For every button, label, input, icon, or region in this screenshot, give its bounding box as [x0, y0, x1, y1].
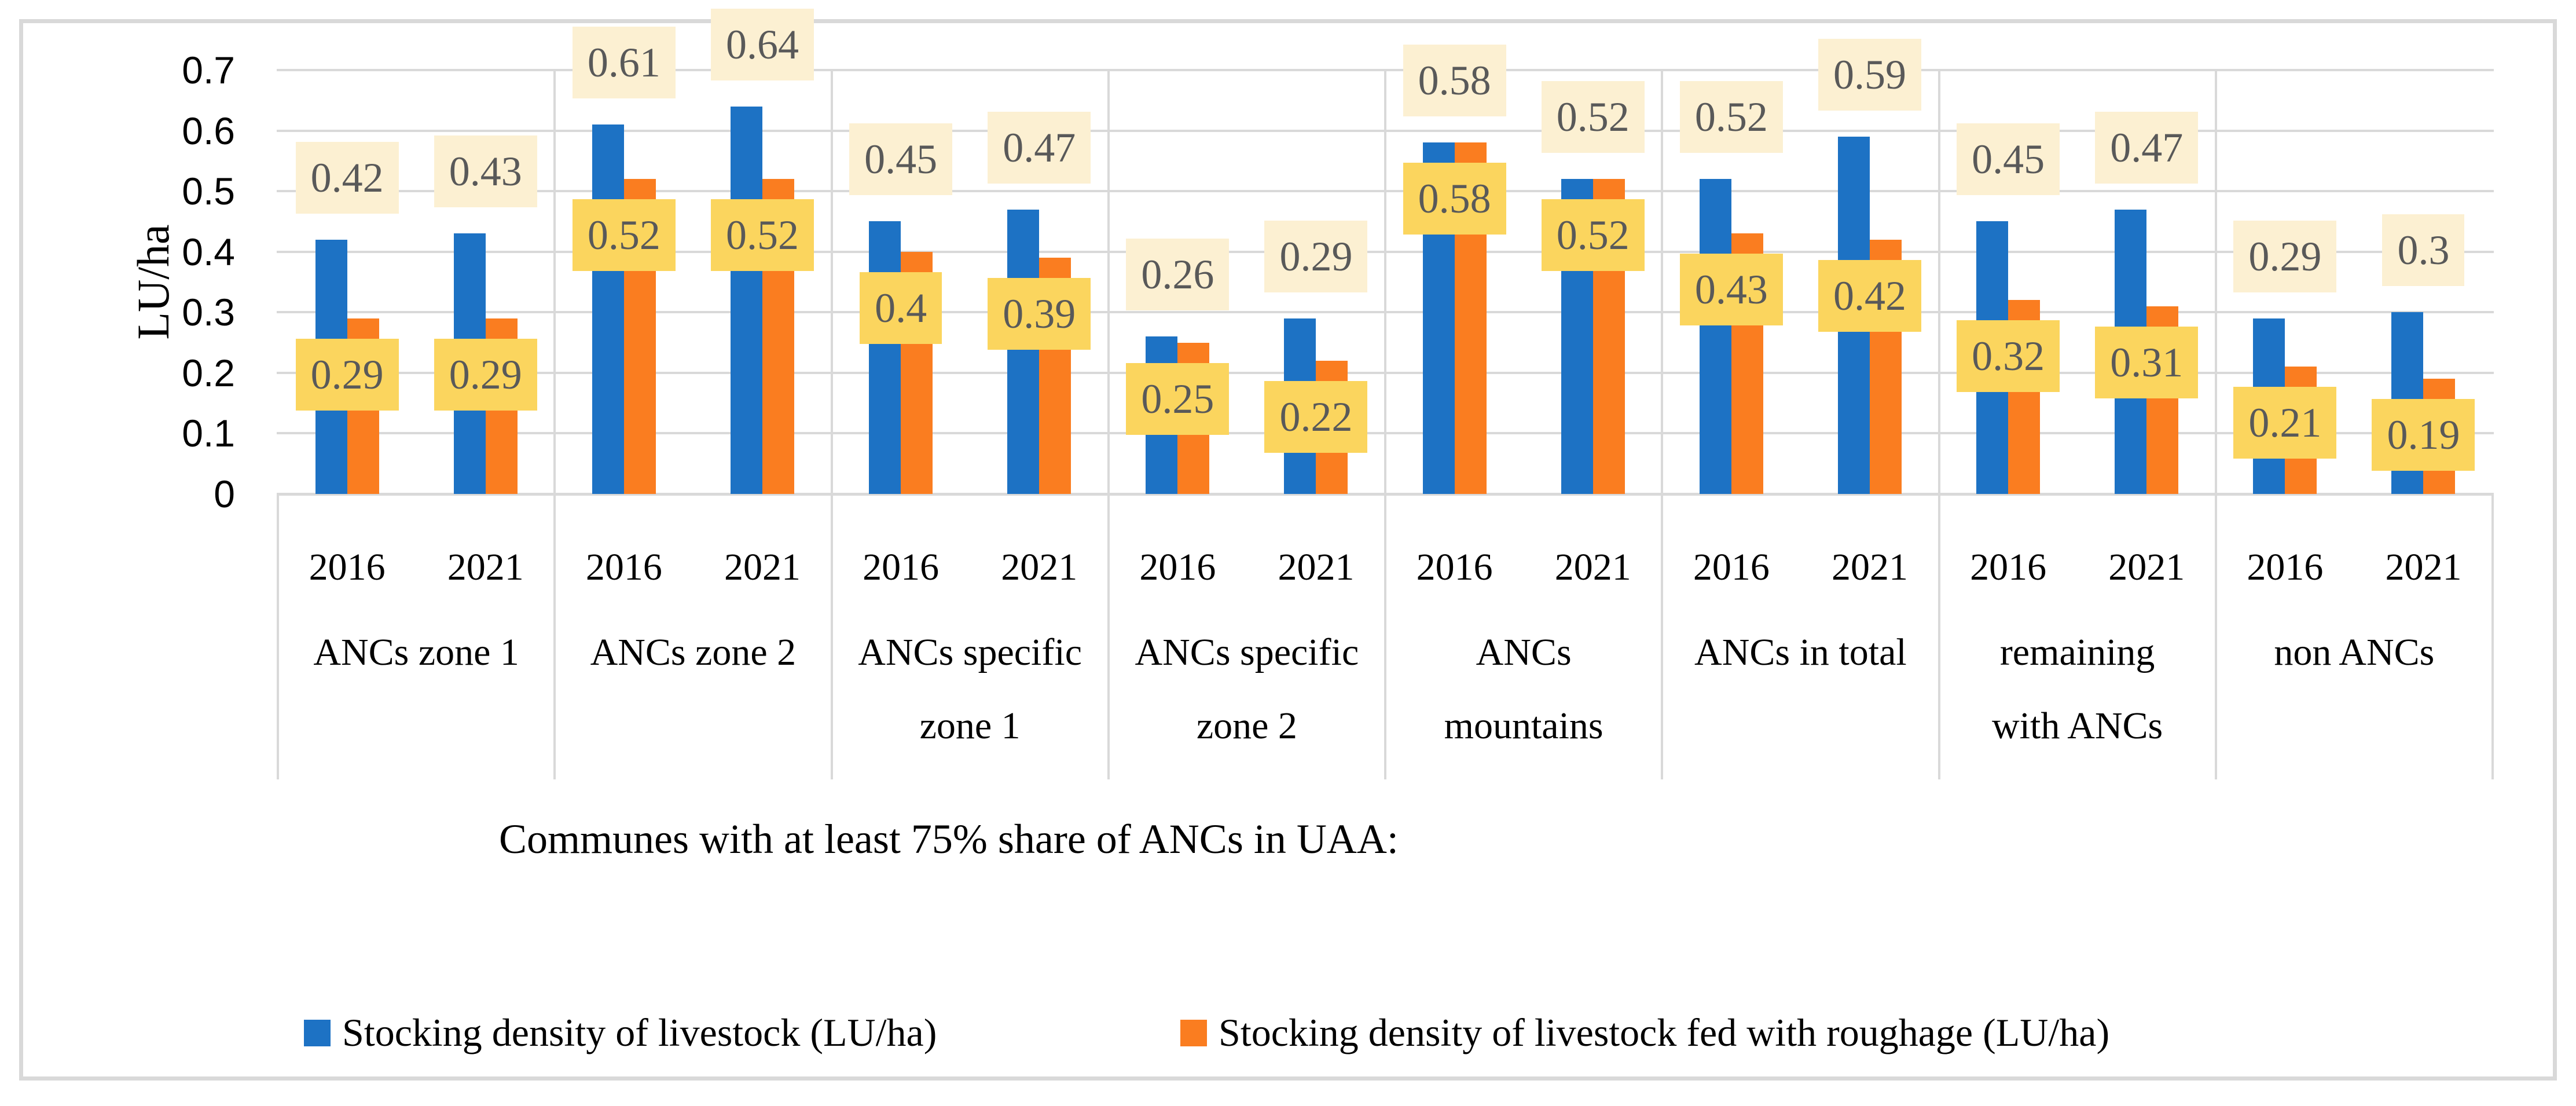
- group-separator-line: [1661, 70, 1664, 779]
- bar-stocking-density: [869, 221, 901, 494]
- data-label-roughage-density: 0.32: [1957, 320, 2060, 393]
- x-axis-group-label: ANCs specific zone 1: [832, 616, 1109, 763]
- x-axis-group-label-line: ANCs specific: [858, 631, 1082, 673]
- x-axis-group-label-line: mountains: [1444, 705, 1603, 747]
- x-axis-group-label-line: with ANCs: [1992, 705, 2163, 747]
- x-axis-year-label: 2016: [1139, 546, 1216, 588]
- group-separator-line: [1937, 70, 1940, 779]
- x-axis-group-label: ANCs zone 2: [555, 616, 831, 689]
- x-axis-group-label-line: ANCs specific: [1135, 631, 1359, 673]
- data-label-stocking-density: 0.45: [1957, 123, 2060, 196]
- x-axis-year-label: 2021: [1278, 546, 1355, 588]
- x-axis-group-label: ANCs specific zone 2: [1109, 616, 1385, 763]
- legend-swatch-icon: [304, 1019, 331, 1046]
- group-separator-line: [553, 70, 556, 779]
- legend-item: Stocking density of livestock fed with r…: [1180, 1010, 2109, 1056]
- x-axis-year-label: 2016: [1416, 546, 1493, 588]
- data-label-stocking-density: 0.43: [434, 135, 537, 208]
- y-axis-tick-label: 0.1: [182, 412, 235, 455]
- group-separator-line: [277, 494, 279, 779]
- x-axis-group-label: ANCs mountains: [1385, 616, 1662, 763]
- data-label-roughage-density: 0.52: [1541, 199, 1645, 272]
- data-label-stocking-density: 0.29: [2233, 220, 2337, 292]
- x-axis-year-label: 2016: [2247, 546, 2324, 588]
- data-label-stocking-density: 0.61: [572, 27, 676, 99]
- x-axis-group-label-line: ANCs in total: [1694, 631, 1907, 673]
- data-label-roughage-density: 0.19: [2372, 399, 2475, 471]
- data-label-stocking-density: 0.64: [710, 8, 814, 80]
- x-axis-year-label: 2016: [1970, 546, 2047, 588]
- group-separator-line: [830, 70, 833, 779]
- data-label-stocking-density: 0.3: [2382, 214, 2465, 287]
- data-label-stocking-density: 0.29: [1264, 220, 1368, 292]
- data-label-roughage-density: 0.39: [988, 278, 1091, 350]
- legend-label: Stocking density of livestock (LU/ha): [342, 1010, 937, 1054]
- y-axis-tick-label: 0.5: [182, 170, 235, 213]
- y-axis-tick-label: 0.2: [182, 351, 235, 394]
- x-axis-group-label: ANCs in total: [1662, 616, 1939, 689]
- x-axis-year-label: 2016: [309, 546, 386, 588]
- data-label-stocking-density: 0.58: [1403, 45, 1506, 117]
- x-axis-group-label-line: zone 2: [1196, 705, 1297, 747]
- y-axis-tick-label: 0.4: [182, 230, 235, 273]
- bar-stocking-density: [1007, 209, 1040, 494]
- data-label-stocking-density: 0.52: [1541, 81, 1645, 153]
- data-label-roughage-density: 0.58: [1403, 163, 1506, 235]
- x-axis-year-label: 2021: [724, 546, 801, 588]
- y-axis-tick-label: 0: [214, 473, 235, 515]
- bar-stocking-density: [1699, 179, 1731, 494]
- x-axis-group-label-line: ANCs zone 1: [313, 631, 519, 673]
- x-axis-group-label-line: ANCs zone 2: [590, 631, 797, 673]
- x-axis-year-label: 2016: [863, 546, 940, 588]
- data-label-stocking-density: 0.26: [1126, 239, 1230, 311]
- data-label-stocking-density: 0.47: [988, 111, 1091, 184]
- x-axis-year-label: 2021: [2108, 546, 2185, 588]
- data-label-stocking-density: 0.47: [2095, 111, 2199, 184]
- group-separator-line: [2214, 70, 2217, 779]
- group-separator-line: [1107, 70, 1110, 779]
- x-axis-year-label: 2021: [447, 546, 524, 588]
- legend-item: Stocking density of livestock (LU/ha): [304, 1010, 937, 1056]
- x-axis-year-label: 2016: [585, 546, 662, 588]
- x-axis-year-label: 2016: [1693, 546, 1770, 588]
- data-label-roughage-density: 0.52: [710, 199, 814, 272]
- data-label-roughage-density: 0.29: [295, 338, 399, 411]
- data-label-roughage-density: 0.21: [2233, 387, 2337, 459]
- data-label-stocking-density: 0.52: [1679, 81, 1783, 153]
- data-label-roughage-density: 0.4: [860, 272, 942, 344]
- data-label-roughage-density: 0.31: [2095, 326, 2199, 398]
- legend-label: Stocking density of livestock fed with r…: [1219, 1010, 2110, 1054]
- data-label-roughage-density: 0.29: [434, 338, 537, 411]
- legend-swatch-icon: [1180, 1019, 1207, 1046]
- group-separator-line: [2491, 494, 2494, 779]
- figure-frame: [19, 19, 2557, 1081]
- y-axis-tick-label: 0.3: [182, 291, 235, 334]
- x-axis-group-label-line: remaining: [1999, 631, 2155, 673]
- data-label-stocking-density: 0.42: [295, 141, 399, 214]
- bar-stocking-density: [592, 124, 624, 494]
- data-label-roughage-density: 0.42: [1818, 259, 1921, 332]
- x-axis-group-label: ANCs zone 1: [278, 616, 555, 689]
- x-axis-group-label-line: non ANCs: [2274, 631, 2435, 673]
- bar-stocking-density: [730, 106, 762, 494]
- data-label-roughage-density: 0.43: [1679, 254, 1783, 326]
- y-axis-tick-label: 0.6: [182, 109, 235, 152]
- y-axis-tick-label: 0.7: [182, 49, 235, 91]
- x-axis-group-label-line: ANCs: [1476, 631, 1572, 673]
- data-label-stocking-density: 0.45: [849, 123, 953, 196]
- x-axis-year-label: 2021: [1831, 546, 1908, 588]
- chart-caption: Communes with at least 75% share of ANCs…: [499, 816, 1399, 862]
- data-label-roughage-density: 0.52: [572, 199, 676, 272]
- x-axis-group-label: non ANCs: [2216, 616, 2493, 689]
- x-axis-year-label: 2021: [1001, 546, 1078, 588]
- x-axis-group-label-line: zone 1: [919, 705, 1021, 747]
- data-label-roughage-density: 0.22: [1264, 380, 1368, 453]
- x-axis-year-label: 2021: [1554, 546, 1631, 588]
- group-separator-line: [1384, 70, 1386, 779]
- data-label-stocking-density: 0.59: [1818, 39, 1921, 111]
- x-axis-group-label: remaining with ANCs: [1939, 616, 2216, 763]
- data-label-roughage-density: 0.25: [1126, 362, 1230, 435]
- x-axis-year-label: 2021: [2385, 546, 2462, 588]
